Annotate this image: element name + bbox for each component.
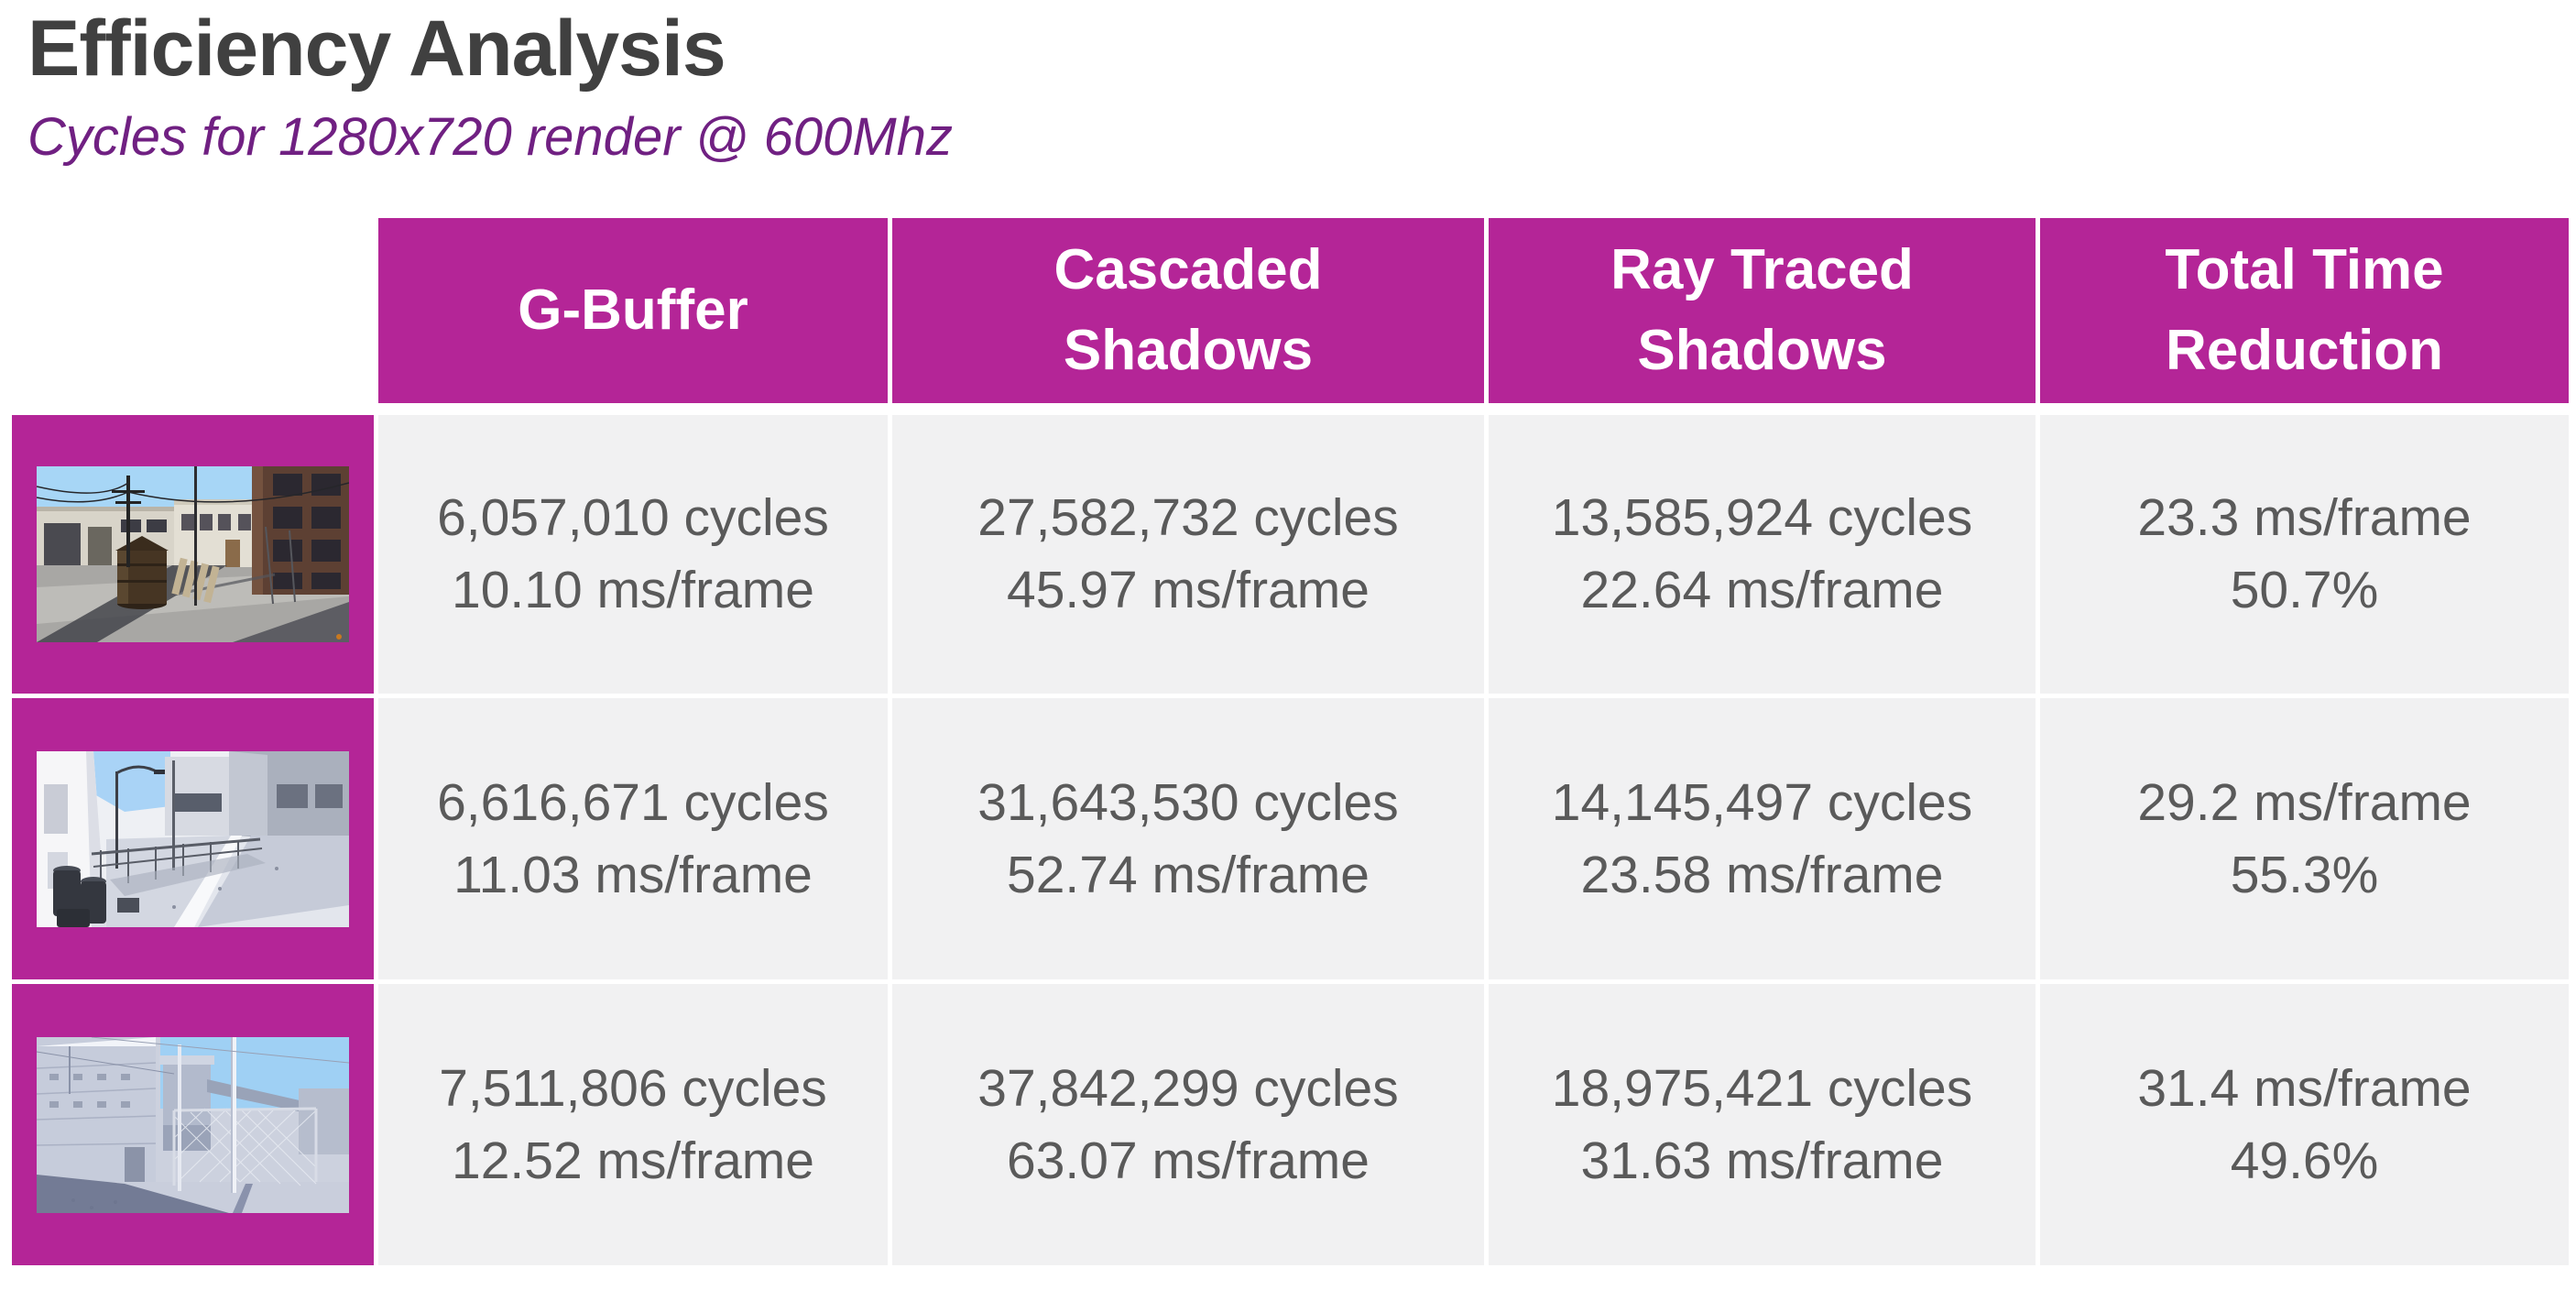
header-line: Shadows <box>1637 319 1887 383</box>
cell-line: 55.3% <box>2230 845 2379 904</box>
table-header-row: G-Buffer Cascaded Shadows Ray Traced Sha… <box>12 218 2576 404</box>
cell-g-buffer: 6,616,671 cycles 11.03 ms/frame <box>378 698 888 980</box>
cell-line: 31,643,530 cycles <box>977 772 1399 832</box>
cell-line: 13,585,924 cycles <box>1551 488 1973 548</box>
cell-line: 37,842,299 cycles <box>977 1058 1399 1118</box>
cell-line: 22.64 ms/frame <box>1580 561 1944 620</box>
header-line: Total Time <box>2165 238 2444 302</box>
cell-line: 10.10 ms/frame <box>452 561 814 620</box>
header-line: Cascaded <box>1053 238 1323 302</box>
cell-line: 7,511,806 cycles <box>439 1058 827 1118</box>
cell-total-time-reduction: 23.3 ms/frame 50.7% <box>2040 415 2569 694</box>
cell-line: 12.52 ms/frame <box>452 1131 814 1190</box>
table-row: 6,616,671 cycles 11.03 ms/frame 31,643,5… <box>12 698 2576 980</box>
cell-line: 49.6% <box>2230 1131 2379 1190</box>
table-row: 7,511,806 cycles 12.52 ms/frame 37,842,2… <box>12 984 2576 1266</box>
cell-line: 6,057,010 cycles <box>437 488 829 548</box>
column-header-total-time-reduction: Total Time Reduction <box>2040 218 2569 404</box>
column-header-ray-traced-shadows: Ray Traced Shadows <box>1489 218 2036 404</box>
column-header-cascaded-shadows: Cascaded Shadows <box>892 218 1484 404</box>
cell-line: 11.03 ms/frame <box>453 845 813 904</box>
cell-line: 29.2 ms/frame <box>2137 772 2472 832</box>
cell-line: 50.7% <box>2230 561 2379 620</box>
cell-line: 27,582,732 cycles <box>977 488 1399 548</box>
cell-ray-traced-shadows: 18,975,421 cycles 31.63 ms/frame <box>1489 984 2036 1266</box>
cell-g-buffer: 7,511,806 cycles 12.52 ms/frame <box>378 984 888 1266</box>
efficiency-table: G-Buffer Cascaded Shadows Ray Traced Sha… <box>12 218 2576 1266</box>
cell-line: 18,975,421 cycles <box>1551 1058 1973 1118</box>
cell-line: 45.97 ms/frame <box>1007 561 1370 620</box>
cell-line: 23.3 ms/frame <box>2137 488 2472 548</box>
cell-total-time-reduction: 29.2 ms/frame 55.3% <box>2040 698 2569 980</box>
slide: Efficiency Analysis Cycles for 1280x720 … <box>0 7 2576 1301</box>
cell-ray-traced-shadows: 14,145,497 cycles 23.58 ms/frame <box>1489 698 2036 980</box>
cell-line: 31.63 ms/frame <box>1580 1131 1944 1190</box>
cell-g-buffer: 6,057,010 cycles 10.10 ms/frame <box>378 415 888 694</box>
cell-line: 63.07 ms/frame <box>1007 1131 1370 1190</box>
header-line: Ray Traced <box>1610 238 1914 302</box>
cell-cascaded-shadows: 37,842,299 cycles 63.07 ms/frame <box>892 984 1484 1266</box>
table-row: 6,057,010 cycles 10.10 ms/frame 27,582,7… <box>12 415 2576 694</box>
cell-ray-traced-shadows: 13,585,924 cycles 22.64 ms/frame <box>1489 415 2036 694</box>
scene-thumbnail-clay-street <box>37 750 349 927</box>
cell-line: 14,145,497 cycles <box>1551 772 1973 832</box>
scene-thumbnail-cell <box>12 415 374 694</box>
header-line: Shadows <box>1063 319 1314 383</box>
cell-total-time-reduction: 31.4 ms/frame 49.6% <box>2040 984 2569 1266</box>
header-line: G-Buffer <box>518 279 748 343</box>
scene-thumbnail-cell <box>12 698 374 980</box>
cell-line: 52.74 ms/frame <box>1007 845 1370 904</box>
cell-cascaded-shadows: 27,582,732 cycles 45.97 ms/frame <box>892 415 1484 694</box>
cell-cascaded-shadows: 31,643,530 cycles 52.74 ms/frame <box>892 698 1484 980</box>
scene-thumbnail-industrial-yard <box>37 1036 349 1213</box>
scene-thumbnail-cell <box>12 984 374 1266</box>
page-subtitle: Cycles for 1280x720 render @ 600Mhz <box>27 107 953 168</box>
scene-thumbnail-textured-street <box>37 466 349 643</box>
cell-line: 23.58 ms/frame <box>1580 845 1944 904</box>
cell-line: 6,616,671 cycles <box>437 772 829 832</box>
header-line: Reduction <box>2165 319 2444 383</box>
column-header-g-buffer: G-Buffer <box>378 218 888 404</box>
page-title: Efficiency Analysis <box>27 5 726 93</box>
cell-line: 31.4 ms/frame <box>2137 1058 2472 1118</box>
table-corner-spacer <box>12 218 374 403</box>
